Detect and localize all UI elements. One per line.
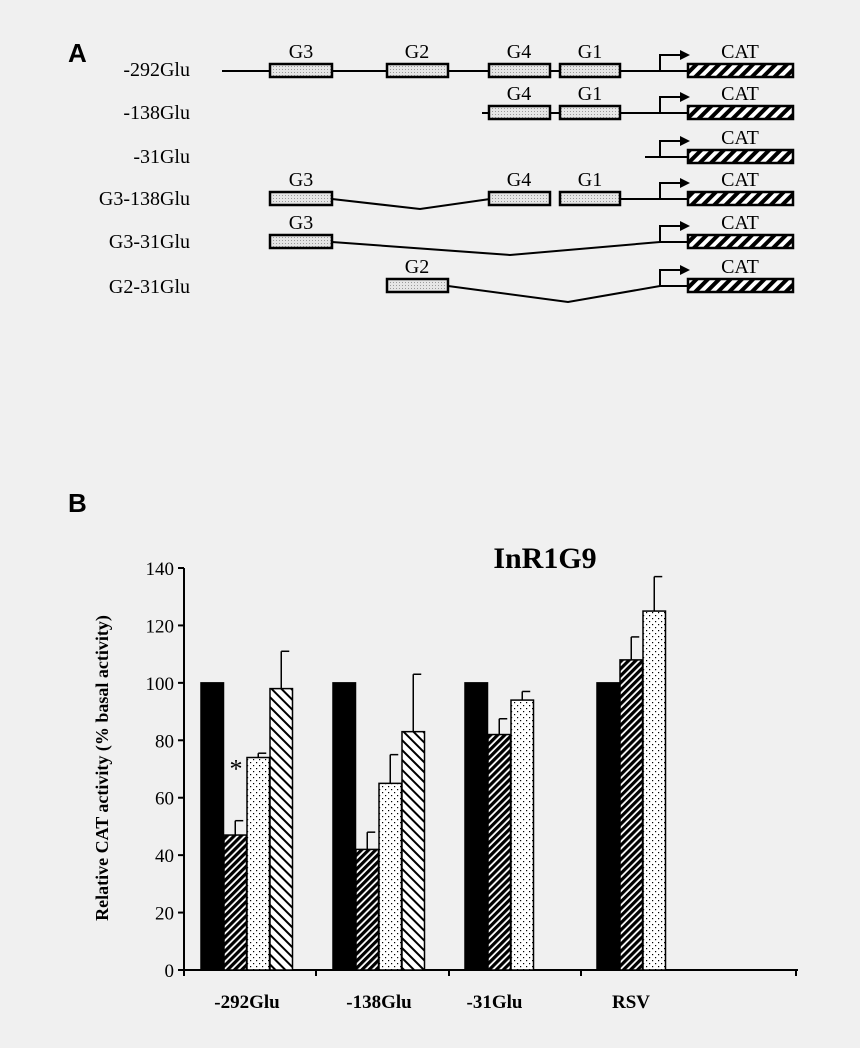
element-box-g4 bbox=[487, 190, 552, 207]
bar--292Glu-diagonal-hatch bbox=[269, 687, 294, 971]
significance-star: * bbox=[230, 755, 243, 784]
element-box-g3 bbox=[268, 233, 334, 250]
bar--292Glu-dense-hatch bbox=[223, 834, 248, 971]
y-tick-label: 100 bbox=[146, 674, 175, 695]
chart-title: InR1G9 bbox=[493, 542, 596, 575]
element-box-g2 bbox=[385, 277, 450, 294]
y-tick-label: 20 bbox=[155, 904, 174, 925]
bar--292Glu-solid bbox=[200, 682, 225, 971]
bar-RSV-dense-hatch bbox=[619, 659, 644, 971]
construct-label-292glu: -292Glu bbox=[123, 59, 190, 81]
y-tick-label: 120 bbox=[146, 616, 175, 637]
construct-label-g3-31glu: G3-31Glu bbox=[108, 231, 190, 253]
element-label-g3: G3 bbox=[289, 212, 313, 234]
element-box-g2 bbox=[385, 62, 450, 79]
y-tick-label: 60 bbox=[155, 789, 174, 810]
cat-reporter-box bbox=[686, 233, 795, 250]
element-label-g2: G2 bbox=[405, 41, 429, 63]
element-label-g1: G1 bbox=[578, 41, 602, 63]
cat-reporter-box bbox=[686, 190, 795, 207]
bar--138Glu-dense-hatch bbox=[355, 848, 380, 971]
construct-label-138glu: -138Glu bbox=[123, 102, 190, 124]
bar--292Glu-dots bbox=[246, 756, 271, 971]
bar--138Glu-solid bbox=[332, 682, 357, 971]
element-label-g1: G1 bbox=[578, 83, 602, 105]
element-label-g3: G3 bbox=[289, 169, 313, 191]
element-box-g1 bbox=[558, 104, 622, 121]
significance-star: * bbox=[207, 832, 220, 861]
bar--31Glu-dense-hatch bbox=[487, 733, 512, 971]
bar--31Glu-dots bbox=[510, 699, 535, 971]
reporter-label-cat: CAT bbox=[721, 212, 759, 234]
cat-reporter-box bbox=[686, 62, 795, 79]
element-label-g4: G4 bbox=[507, 83, 531, 105]
y-tick-label: 80 bbox=[155, 731, 174, 752]
y-tick-label: 0 bbox=[165, 961, 175, 982]
panel-a-label: A bbox=[68, 38, 87, 68]
bar--31Glu-solid bbox=[464, 682, 489, 971]
panel-b-label: B bbox=[68, 488, 87, 518]
significance-star: * bbox=[339, 846, 352, 875]
reporter-label-cat: CAT bbox=[721, 256, 759, 278]
reporter-label-cat: CAT bbox=[721, 169, 759, 191]
bar--138Glu-dots bbox=[378, 782, 403, 971]
y-axis-label: Relative CAT activity (% basal activity) bbox=[92, 615, 113, 921]
element-box-g4 bbox=[487, 104, 552, 121]
element-box-g3 bbox=[268, 190, 334, 207]
element-box-g4 bbox=[487, 62, 552, 79]
construct-label-g2-31glu: G2-31Glu bbox=[108, 276, 190, 298]
bar-RSV-solid bbox=[596, 682, 621, 971]
bar-chart: InR1G9 Relative CAT activity (% basal ac… bbox=[92, 542, 798, 1013]
element-label-g4: G4 bbox=[507, 169, 531, 191]
category-label: -292Glu bbox=[214, 992, 280, 1013]
cat-reporter-box bbox=[686, 277, 795, 294]
reporter-label-cat: CAT bbox=[721, 83, 759, 105]
construct-label-31glu: -31Glu bbox=[133, 146, 190, 168]
construct-label-g3-138glu: G3-138Glu bbox=[98, 188, 190, 210]
category-label: -138Glu bbox=[346, 992, 412, 1013]
reporter-label-cat: CAT bbox=[721, 127, 759, 149]
category-label: -31Glu bbox=[467, 992, 523, 1013]
bar--138Glu-diagonal-hatch bbox=[401, 730, 426, 971]
category-label: RSV bbox=[612, 992, 650, 1013]
reporter-label-cat: CAT bbox=[721, 41, 759, 63]
element-label-g2: G2 bbox=[405, 256, 429, 278]
element-label-g1: G1 bbox=[578, 169, 602, 191]
element-box-g1 bbox=[558, 62, 622, 79]
element-box-g1 bbox=[558, 190, 622, 207]
bar-RSV-dots bbox=[642, 610, 667, 971]
y-tick-label: 140 bbox=[146, 559, 175, 580]
cat-reporter-box bbox=[686, 104, 795, 121]
element-label-g4: G4 bbox=[507, 41, 531, 63]
construct-diagram: G3 G2 G4 G1 CAT G4 G1 CAT CAT G3 G4 G1 C… bbox=[222, 41, 795, 304]
element-label-g3: G3 bbox=[289, 41, 313, 63]
element-box-g3 bbox=[268, 62, 334, 79]
y-tick-label: 40 bbox=[155, 846, 174, 867]
cat-reporter-box bbox=[686, 148, 795, 165]
